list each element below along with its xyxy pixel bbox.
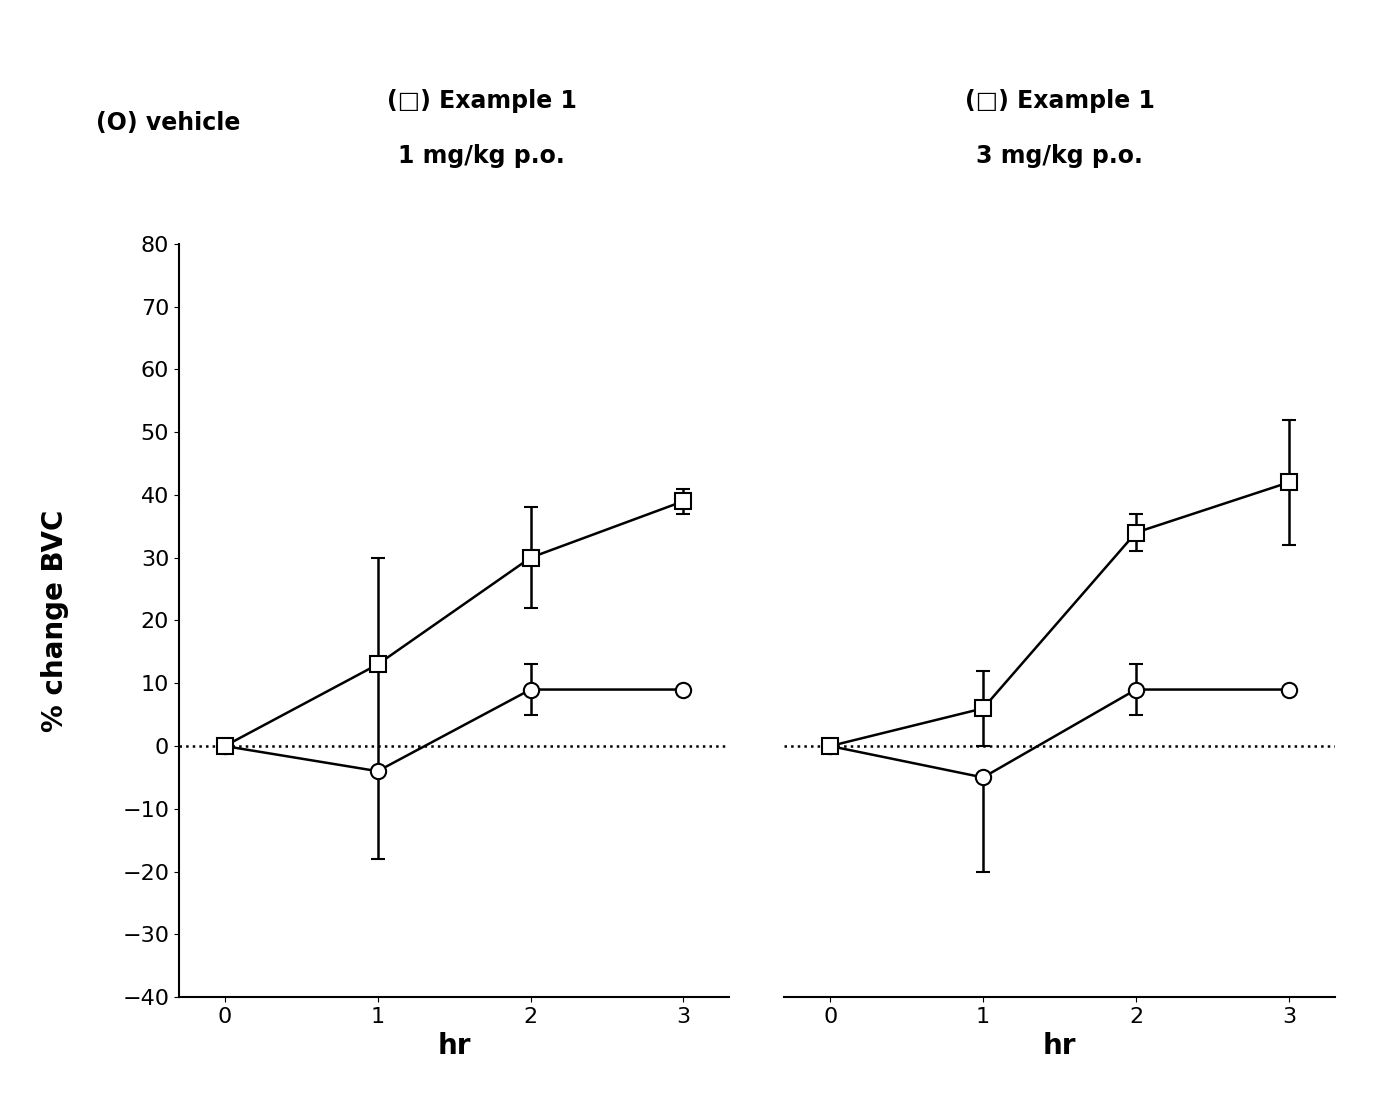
Text: 1 mg/kg p.o.: 1 mg/kg p.o. xyxy=(398,144,566,168)
Text: (□) Example 1: (□) Example 1 xyxy=(965,89,1154,113)
Text: (O) vehicle: (O) vehicle xyxy=(96,111,241,135)
Text: % change BVC: % change BVC xyxy=(41,510,69,731)
X-axis label: hr: hr xyxy=(1043,1033,1076,1060)
Text: (□) Example 1: (□) Example 1 xyxy=(387,89,577,113)
X-axis label: hr: hr xyxy=(438,1033,471,1060)
Text: 3 mg/kg p.o.: 3 mg/kg p.o. xyxy=(976,144,1143,168)
